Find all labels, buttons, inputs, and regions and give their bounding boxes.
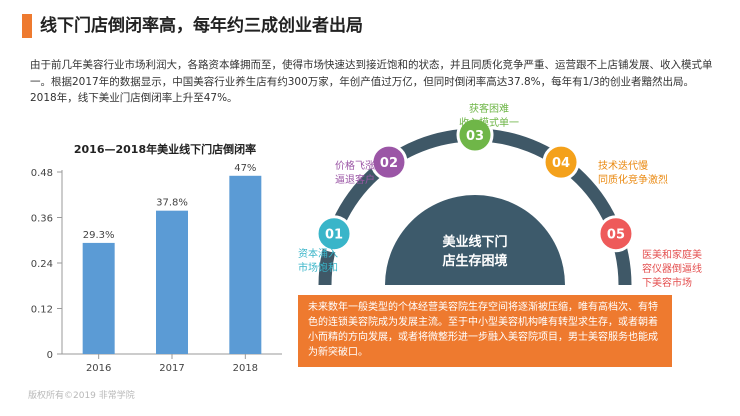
node-05-label: 医美和家庭美 容仪器倒逼线 下美容市场: [642, 250, 702, 289]
y-tick-label: 0: [47, 350, 53, 361]
center-semicircle: [385, 195, 565, 285]
data-label-2016: 29.3%: [83, 230, 115, 241]
title-accent-bar: [22, 14, 32, 38]
page-title: 线下门店倒闭率高，每年约三成创业者出局: [40, 16, 363, 36]
bar-2016: [82, 242, 115, 354]
center-label-line2: 店生存困境: [442, 253, 507, 269]
y-tick-label: 0.24: [31, 259, 53, 270]
center-label-line1: 美业线下门: [442, 234, 507, 250]
node-04-label: 技术迭代慢 同质化竞争激烈: [598, 161, 668, 186]
data-label-2017: 37.8%: [156, 198, 188, 209]
copyright-footer: 版权所有©2019 非常学院: [28, 391, 135, 401]
bar-2017: [156, 210, 188, 354]
x-tick-label-2016: 2016: [86, 363, 111, 374]
y-tick-label: 0.12: [31, 305, 53, 316]
node-01-number: 01: [325, 228, 343, 243]
y-tick-label: 0.36: [31, 214, 53, 225]
node-02-label: 价格飞涨 逼退客户: [335, 161, 375, 186]
bar-2018: [229, 175, 262, 354]
node-03-label: 获客困难 收入模式单一: [459, 104, 519, 129]
node-02-circle: [370, 143, 408, 181]
conclusion-callout: 未来数年一般类型的个体经营美容院生存空间将逐渐被压缩，唯有高档次、有特色的连锁美…: [298, 295, 672, 367]
node-03-circle: [456, 116, 494, 154]
node-04-number: 04: [552, 156, 570, 171]
node-01-label: 资本涌入 市场饱和: [298, 249, 338, 274]
intro-paragraph: 由于前几年美容行业市场利润大，各路资本蜂拥而至，使得市场快速达到接近饱和的状态，…: [30, 59, 713, 104]
survival-diagram: 美业线下门 店生存困境 01 02 03 04 05: [315, 116, 635, 286]
chart-title: 2016—2018年美业线下门店倒闭率: [74, 142, 256, 156]
bar-chart: 2016—2018年美业线下门店倒闭率 0 0.12 0.24 0.36 0.48 29…: [31, 142, 282, 374]
node-05-circle: [597, 215, 635, 253]
x-tick-label-2017: 2017: [159, 363, 184, 374]
node-05-number: 05: [607, 228, 625, 243]
node-02-number: 02: [380, 156, 398, 171]
node-04-circle: [542, 143, 580, 181]
node-01-circle: [315, 215, 353, 253]
x-tick-label-2018: 2018: [233, 363, 258, 374]
y-tick-label: 0.48: [31, 168, 53, 179]
data-label-2018: 47%: [234, 163, 256, 174]
node-03-number: 03: [466, 129, 484, 144]
